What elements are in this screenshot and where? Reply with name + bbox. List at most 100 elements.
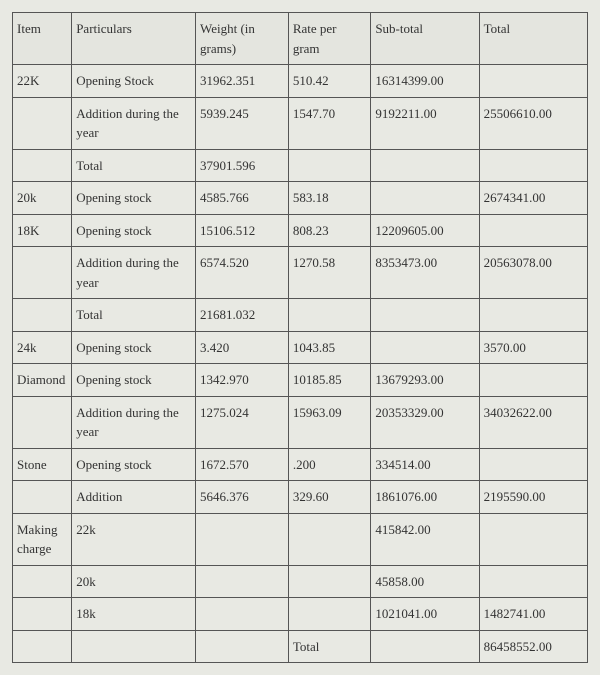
- table-row: DiamondOpening stock1342.97010185.851367…: [13, 364, 588, 397]
- table-cell: [479, 149, 587, 182]
- table-cell: 1861076.00: [371, 481, 479, 514]
- table-cell: 10185.85: [288, 364, 371, 397]
- table-cell: 1043.85: [288, 331, 371, 364]
- table-cell: [288, 598, 371, 631]
- table-cell: 6574.520: [195, 247, 288, 299]
- table-row: Making charge22k 415842.00: [13, 513, 588, 565]
- table-row: Addition5646.376329.601861076.002195590.…: [13, 481, 588, 514]
- table-cell: Opening stock: [72, 182, 196, 215]
- table-cell: 1275.024: [195, 396, 288, 448]
- col-header-total: Total: [479, 13, 587, 65]
- table-cell: 415842.00: [371, 513, 479, 565]
- table-cell: 8353473.00: [371, 247, 479, 299]
- table-cell: [13, 247, 72, 299]
- table-cell: 15963.09: [288, 396, 371, 448]
- table-cell: [479, 513, 587, 565]
- table-cell: 1021041.00: [371, 598, 479, 631]
- table-cell: 1342.970: [195, 364, 288, 397]
- table-row: 18KOpening stock15106.512808.2312209605.…: [13, 214, 588, 247]
- table-cell: 3570.00: [479, 331, 587, 364]
- header-row: Item Particulars Weight (in grams) Rate …: [13, 13, 588, 65]
- table-cell: Addition during the year: [72, 97, 196, 149]
- stock-table: Item Particulars Weight (in grams) Rate …: [12, 12, 588, 663]
- table-cell: 22k: [72, 513, 196, 565]
- table-cell: [371, 182, 479, 215]
- table-cell: [371, 299, 479, 332]
- table-cell: [195, 565, 288, 598]
- table-cell: 510.42: [288, 65, 371, 98]
- table-cell: Addition during the year: [72, 396, 196, 448]
- table-cell: [13, 630, 72, 663]
- table-row: 22KOpening Stock31962.351510.4216314399.…: [13, 65, 588, 98]
- table-cell: [479, 214, 587, 247]
- table-cell: 45858.00: [371, 565, 479, 598]
- col-header-subtotal: Sub-total: [371, 13, 479, 65]
- table-cell: 25506610.00: [479, 97, 587, 149]
- table-cell: [195, 630, 288, 663]
- table-cell: 5646.376: [195, 481, 288, 514]
- table-cell: 5939.245: [195, 97, 288, 149]
- table-row: Addition during the year1275.02415963.09…: [13, 396, 588, 448]
- table-row: Addition during the year5939.2451547.709…: [13, 97, 588, 149]
- table-cell: 20563078.00: [479, 247, 587, 299]
- table-cell: [371, 630, 479, 663]
- table-cell: 31962.351: [195, 65, 288, 98]
- table-cell: 1482741.00: [479, 598, 587, 631]
- table-cell: [371, 149, 479, 182]
- table-row: 20k 45858.00: [13, 565, 588, 598]
- table-cell: Opening Stock: [72, 65, 196, 98]
- table-cell: [479, 565, 587, 598]
- table-body: 22KOpening Stock31962.351510.4216314399.…: [13, 65, 588, 663]
- table-row: StoneOpening stock1672.570.200334514.00: [13, 448, 588, 481]
- table-cell: [13, 565, 72, 598]
- table-cell: Diamond: [13, 364, 72, 397]
- table-cell: 583.18: [288, 182, 371, 215]
- table-cell: 18k: [72, 598, 196, 631]
- table-cell: [371, 331, 479, 364]
- table-cell: [72, 630, 196, 663]
- table-row: Total 86458552.00: [13, 630, 588, 663]
- table-cell: [288, 299, 371, 332]
- table-cell: Making charge: [13, 513, 72, 565]
- table-cell: [288, 565, 371, 598]
- table-cell: Opening stock: [72, 448, 196, 481]
- table-cell: 12209605.00: [371, 214, 479, 247]
- table-cell: [13, 149, 72, 182]
- table-cell: [479, 364, 587, 397]
- table-cell: 20k: [72, 565, 196, 598]
- table-cell: Total: [288, 630, 371, 663]
- table-cell: 808.23: [288, 214, 371, 247]
- table-cell: Opening stock: [72, 331, 196, 364]
- table-cell: 329.60: [288, 481, 371, 514]
- col-header-item: Item: [13, 13, 72, 65]
- table-cell: [288, 149, 371, 182]
- table-cell: 86458552.00: [479, 630, 587, 663]
- table-cell: [195, 598, 288, 631]
- table-cell: 20k: [13, 182, 72, 215]
- table-cell: Opening stock: [72, 364, 196, 397]
- table-cell: 2674341.00: [479, 182, 587, 215]
- table-cell: 1547.70: [288, 97, 371, 149]
- table-cell: [13, 396, 72, 448]
- table-cell: Total: [72, 149, 196, 182]
- table-cell: [288, 513, 371, 565]
- table-cell: 16314399.00: [371, 65, 479, 98]
- table-cell: 15106.512: [195, 214, 288, 247]
- table-cell: 24k: [13, 331, 72, 364]
- col-header-particulars: Particulars: [72, 13, 196, 65]
- table-cell: 9192211.00: [371, 97, 479, 149]
- table-cell: [13, 299, 72, 332]
- table-cell: 1672.570: [195, 448, 288, 481]
- table-cell: [479, 448, 587, 481]
- table-cell: 21681.032: [195, 299, 288, 332]
- table-row: Total37901.596: [13, 149, 588, 182]
- col-header-rate: Rate per gram: [288, 13, 371, 65]
- table-cell: Stone: [13, 448, 72, 481]
- table-cell: 22K: [13, 65, 72, 98]
- table-cell: 2195590.00: [479, 481, 587, 514]
- table-cell: 334514.00: [371, 448, 479, 481]
- table-cell: [13, 481, 72, 514]
- table-cell: 34032622.00: [479, 396, 587, 448]
- table-cell: [479, 65, 587, 98]
- table-row: 20kOpening stock4585.766583.182674341.00: [13, 182, 588, 215]
